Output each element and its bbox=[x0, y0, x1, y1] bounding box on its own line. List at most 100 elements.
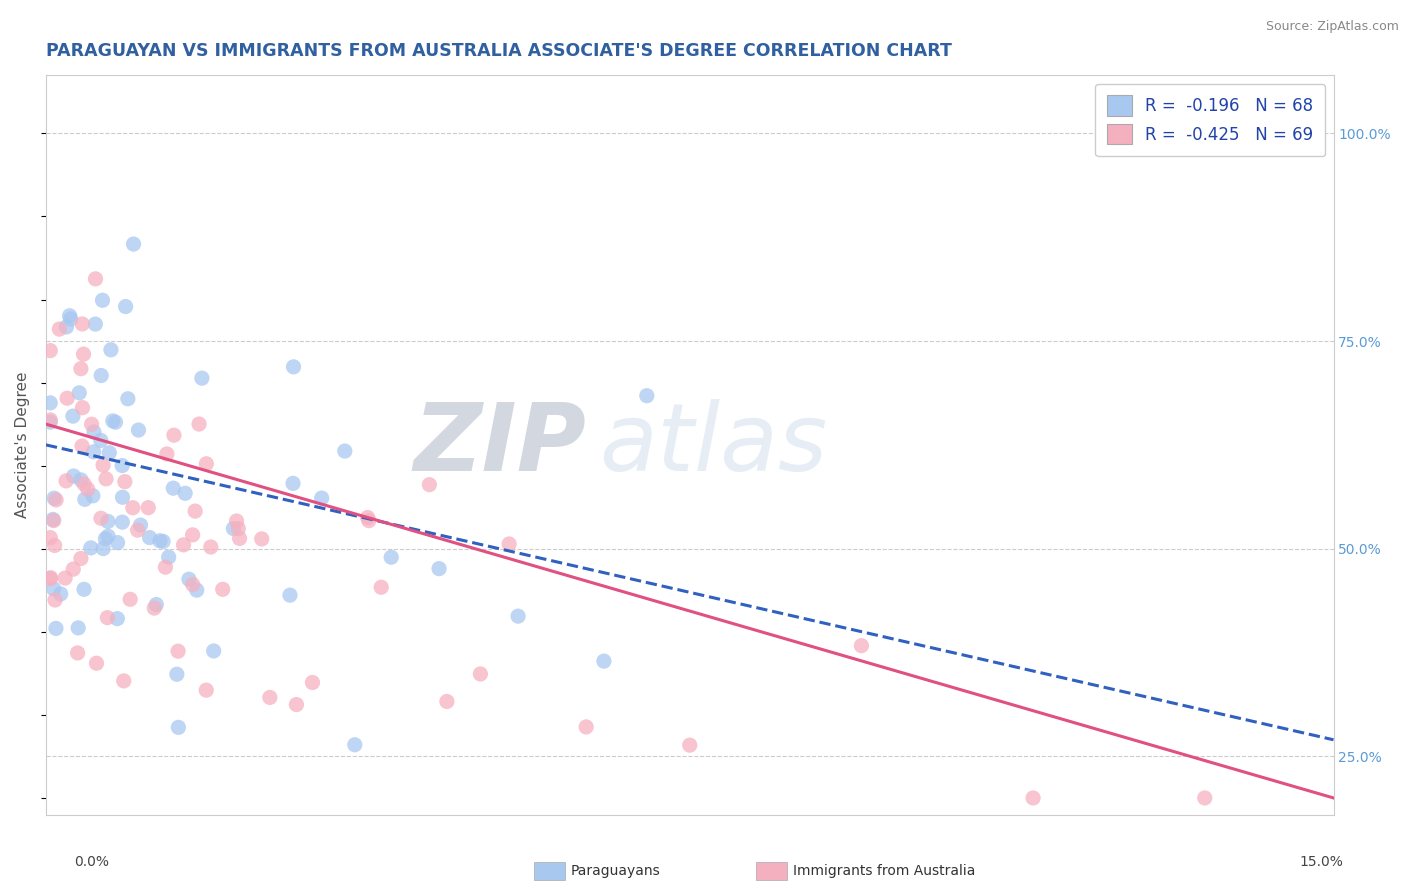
Point bbox=[120, 592, 142, 607]
Point bbox=[129, 518, 152, 533]
Point bbox=[39, 413, 62, 427]
Point bbox=[200, 540, 222, 554]
Point bbox=[186, 583, 208, 598]
Point bbox=[122, 237, 145, 252]
Point bbox=[48, 322, 70, 336]
Point bbox=[181, 577, 204, 591]
Point bbox=[73, 492, 96, 507]
Point bbox=[70, 361, 93, 376]
Point bbox=[225, 514, 247, 528]
Point bbox=[228, 532, 250, 546]
Point bbox=[173, 538, 195, 552]
Point bbox=[70, 439, 93, 453]
Point bbox=[42, 582, 65, 596]
Point bbox=[211, 582, 233, 597]
Point bbox=[181, 528, 204, 542]
Point bbox=[1022, 791, 1045, 805]
Point bbox=[45, 492, 67, 507]
Point bbox=[436, 694, 458, 708]
Point bbox=[184, 504, 207, 518]
Point bbox=[39, 531, 62, 545]
Point bbox=[111, 515, 134, 529]
Point bbox=[155, 560, 177, 574]
Point bbox=[44, 593, 66, 607]
Point bbox=[111, 458, 134, 473]
Point bbox=[67, 621, 90, 635]
Point bbox=[97, 515, 120, 529]
Point bbox=[105, 612, 128, 626]
Point bbox=[107, 535, 129, 549]
Point bbox=[39, 343, 62, 358]
Point bbox=[86, 657, 108, 671]
Point bbox=[593, 654, 616, 668]
Point bbox=[104, 415, 127, 429]
Point bbox=[83, 425, 105, 439]
Point bbox=[278, 588, 301, 602]
Point bbox=[97, 529, 120, 543]
Point bbox=[343, 738, 366, 752]
Point bbox=[53, 571, 76, 585]
Point bbox=[96, 610, 118, 624]
Point bbox=[90, 434, 112, 448]
Point bbox=[73, 477, 96, 491]
Point bbox=[356, 510, 378, 524]
Point bbox=[156, 447, 179, 461]
Text: Immigrants from Australia: Immigrants from Australia bbox=[793, 863, 976, 878]
Point bbox=[177, 572, 200, 586]
Point bbox=[1194, 791, 1216, 805]
Point bbox=[679, 738, 702, 752]
Point bbox=[301, 675, 323, 690]
Point bbox=[575, 720, 598, 734]
Text: atlas: atlas bbox=[599, 400, 828, 491]
Text: ZIP: ZIP bbox=[413, 399, 586, 491]
Point bbox=[188, 417, 211, 431]
Point bbox=[42, 512, 65, 526]
Point bbox=[167, 720, 190, 734]
Point bbox=[506, 609, 529, 624]
Point bbox=[136, 500, 159, 515]
Point bbox=[72, 401, 94, 415]
Point bbox=[167, 644, 190, 658]
Point bbox=[83, 445, 105, 459]
Point bbox=[114, 475, 136, 489]
Point bbox=[94, 532, 117, 546]
Text: PARAGUAYAN VS IMMIGRANTS FROM AUSTRALIA ASSOCIATE'S DEGREE CORRELATION CHART: PARAGUAYAN VS IMMIGRANTS FROM AUSTRALIA … bbox=[46, 42, 952, 60]
Point bbox=[84, 272, 107, 286]
Point bbox=[333, 444, 356, 458]
Point bbox=[195, 683, 218, 698]
Point bbox=[851, 639, 873, 653]
Point bbox=[157, 550, 180, 565]
Point bbox=[90, 368, 112, 383]
Point bbox=[91, 541, 114, 556]
Point bbox=[49, 587, 72, 601]
Point bbox=[111, 490, 134, 504]
Point bbox=[127, 423, 149, 437]
Point bbox=[59, 312, 82, 326]
Point bbox=[357, 514, 380, 528]
Point bbox=[55, 320, 77, 334]
Point bbox=[62, 409, 84, 424]
Point bbox=[45, 621, 67, 635]
Point bbox=[380, 550, 402, 565]
Point bbox=[44, 491, 66, 506]
Point bbox=[259, 690, 281, 705]
Point bbox=[166, 667, 188, 681]
Text: 0.0%: 0.0% bbox=[75, 855, 108, 869]
Point bbox=[281, 476, 304, 491]
Point bbox=[44, 538, 66, 552]
Point bbox=[58, 309, 80, 323]
Point bbox=[127, 523, 149, 537]
Legend: R =  -0.196   N = 68, R =  -0.425   N = 69: R = -0.196 N = 68, R = -0.425 N = 69 bbox=[1095, 84, 1326, 156]
Point bbox=[72, 347, 94, 361]
Point bbox=[138, 531, 160, 545]
Text: Source: ZipAtlas.com: Source: ZipAtlas.com bbox=[1265, 20, 1399, 33]
Point bbox=[70, 473, 93, 487]
Point bbox=[202, 644, 225, 658]
Point bbox=[143, 601, 166, 615]
Point bbox=[191, 371, 214, 385]
Point bbox=[94, 472, 117, 486]
Point bbox=[152, 534, 174, 549]
Point bbox=[427, 561, 450, 575]
Point bbox=[91, 293, 114, 308]
Point bbox=[174, 486, 197, 500]
